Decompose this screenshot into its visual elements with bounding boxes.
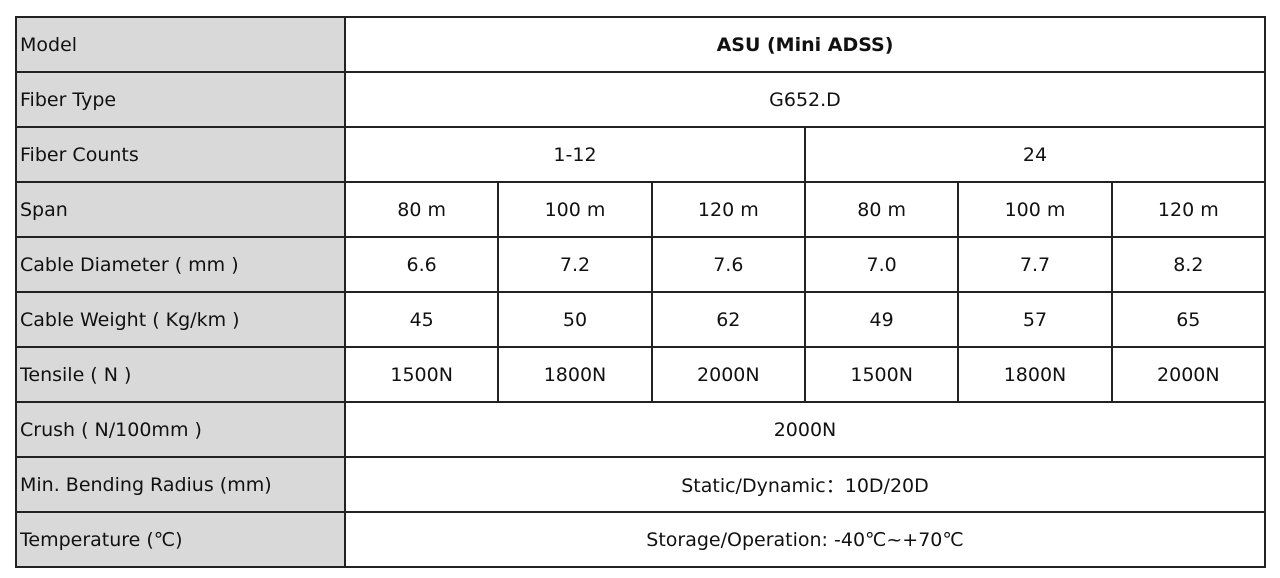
cell: 50 [497, 291, 653, 348]
row-label: Cable Weight ( Kg/km ) [15, 291, 346, 348]
table-row: Crush ( N/100mm ) 2000N [15, 401, 1266, 458]
table-row: Model ASU (Mini ADSS) [15, 16, 1266, 73]
row-label: Tensile ( N ) [15, 346, 346, 403]
cell: 2000N [1110, 346, 1267, 403]
cell: 1-12 [344, 126, 806, 183]
cell: Static/Dynamic：10D/20D [344, 456, 1266, 513]
cell: Storage/Operation: -40℃~+70℃ [344, 511, 1266, 568]
cell: 62 [650, 291, 806, 348]
row-label: Fiber Type [15, 71, 346, 128]
cell: 1500N [803, 346, 960, 403]
table-row: Temperature (℃) Storage/Operation: -40℃~+… [15, 511, 1266, 568]
cell: 7.6 [650, 236, 806, 293]
cell: 7.0 [803, 236, 960, 293]
row-label: Span [15, 181, 346, 238]
cell: 49 [803, 291, 960, 348]
cell: 7.7 [957, 236, 1113, 293]
cell: 80 m [343, 181, 500, 238]
cell: 120 m [650, 181, 806, 238]
table-row: Span 80 m 100 m 120 m 80 m 100 m 120 m [15, 181, 1267, 238]
table-row: Min. Bending Radius (mm) Static/Dynamic：1… [15, 456, 1266, 513]
table-body: Model ASU (Mini ADSS) Fiber Type G652.D Fibe… [15, 16, 1267, 568]
row-label: Fiber Counts [15, 126, 346, 183]
cell: ASU (Mini ADSS) [344, 16, 1266, 73]
row-label: Model [15, 16, 346, 73]
table-row: Cable Diameter ( mm ) 6.6 7.2 7.6 7.0 7.7 8.2 [15, 236, 1267, 293]
cell: 100 m [957, 181, 1113, 238]
cell: 8.2 [1110, 236, 1267, 293]
cell: 2000N [344, 401, 1266, 458]
cell: 2000N [650, 346, 806, 403]
row-label: Temperature (℃) [15, 511, 346, 568]
table-row: Cable Weight ( Kg/km ) 45 50 62 49 57 65 [15, 291, 1267, 348]
table-row: Tensile ( N ) 1500N 1800N 2000N 1500N 1800N 20… [15, 346, 1267, 403]
table-row: Fiber Counts 1-12 24 [15, 126, 1267, 183]
cell: 6.6 [343, 236, 500, 293]
cell: 45 [343, 291, 500, 348]
cell: 80 m [803, 181, 960, 238]
cell: 7.2 [497, 236, 653, 293]
cell: 24 [803, 126, 1267, 183]
cell: 1500N [343, 346, 500, 403]
cell: 57 [957, 291, 1113, 348]
row-label: Cable Diameter ( mm ) [15, 236, 346, 293]
table-row: Fiber Type G652.D [15, 71, 1266, 128]
cell: 65 [1110, 291, 1267, 348]
cell: 1800N [497, 346, 653, 403]
row-label: Crush ( N/100mm ) [15, 401, 346, 458]
cell: 100 m [497, 181, 653, 238]
spec-table: Model ASU (Mini ADSS) Fiber Type G652.D Fibe… [15, 16, 1267, 568]
cell: 120 m [1110, 181, 1267, 238]
cell: G652.D [344, 71, 1266, 128]
cell: 1800N [957, 346, 1113, 403]
row-label: Min. Bending Radius (mm) [15, 456, 346, 513]
